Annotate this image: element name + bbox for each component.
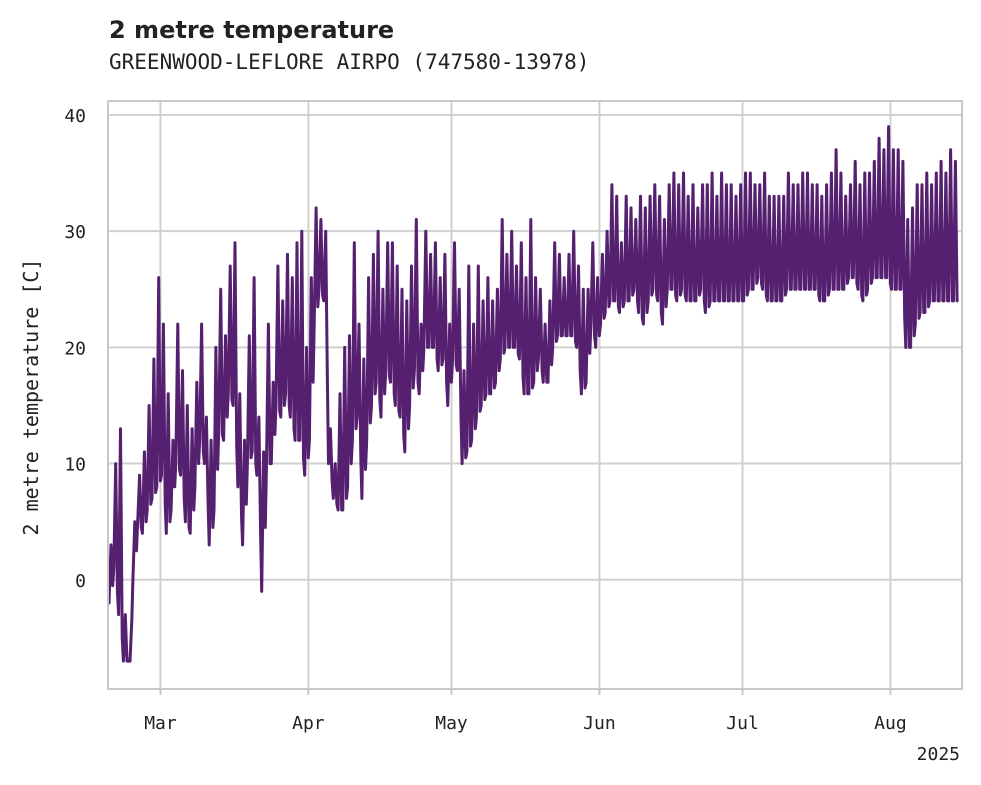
x-tick-label: Aug xyxy=(874,713,907,734)
x-tick-label: May xyxy=(435,713,468,734)
y-tick-label: 40 xyxy=(64,106,86,127)
chart-subtitle: GREENWOOD-LEFLORE AIRPO (747580-13978) xyxy=(109,50,590,74)
series-layer xyxy=(107,125,959,663)
tick-labels: 0 10 20 30 40 Mar Apr May Jun Jul Aug xyxy=(64,106,906,734)
x-tick-label: Jun xyxy=(583,713,616,734)
plot-frame xyxy=(107,100,963,690)
x-tick-label: Mar xyxy=(144,713,177,734)
y-tick-label: 20 xyxy=(64,338,86,359)
temperature-series-line-0 xyxy=(107,125,959,663)
y-tick-label: 30 xyxy=(64,222,86,243)
chart-title: 2 metre temperature xyxy=(109,16,395,44)
y-tick-label: 10 xyxy=(64,455,86,476)
x-tick-label: Apr xyxy=(292,713,325,734)
y-axis-label: 2 metre temperature [C] xyxy=(19,259,43,536)
x-tick-label: Jul xyxy=(726,713,759,734)
y-tick-label: 0 xyxy=(75,571,86,592)
x-axis-year-label: 2025 xyxy=(917,744,960,765)
